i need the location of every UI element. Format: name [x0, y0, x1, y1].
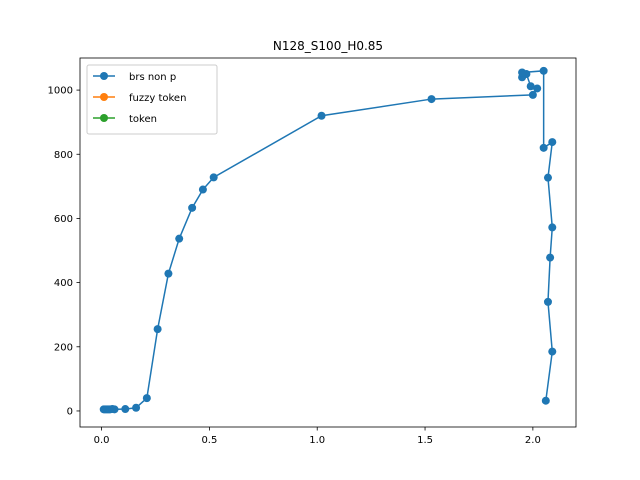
data-point-0-18 — [317, 111, 326, 120]
y-tick-label-0: 0 — [67, 406, 73, 417]
data-point-0-34 — [541, 396, 550, 405]
data-point-0-25 — [518, 68, 527, 77]
data-point-0-32 — [543, 297, 552, 306]
data-point-0-11 — [142, 394, 151, 403]
x-tick-label-0: 0.0 — [94, 435, 110, 446]
y-tick-label-5: 1000 — [48, 86, 73, 97]
data-point-0-29 — [543, 173, 552, 182]
data-point-0-30 — [548, 223, 557, 232]
data-point-0-14 — [175, 234, 184, 243]
y-tick-label-3: 600 — [54, 214, 73, 225]
data-point-0-19 — [427, 95, 436, 104]
data-point-0-16 — [198, 185, 207, 194]
x-tick-label-1: 0.5 — [201, 435, 217, 446]
data-point-0-12 — [153, 325, 162, 334]
legend: brs non p fuzzy token token — [86, 64, 218, 135]
x-tick-label-3: 1.5 — [417, 435, 433, 446]
y-tick-label-4: 800 — [54, 150, 73, 161]
legend-box — [86, 64, 218, 135]
data-point-0-10 — [132, 403, 141, 412]
x-tick-label-2: 1.0 — [309, 435, 325, 446]
axes-layer: 0.0 0.5 1.0 1.5 2.0 0 200 400 600 800 1000 — [48, 57, 577, 446]
series-layer — [99, 66, 557, 414]
legend-label-1: fuzzy token — [129, 93, 186, 104]
y-tick-label-2: 400 — [54, 278, 73, 289]
axes-frame — [79, 57, 577, 428]
data-point-0-28 — [548, 138, 557, 147]
data-point-0-15 — [188, 203, 197, 212]
data-point-0-33 — [548, 347, 557, 356]
data-point-0-9 — [121, 405, 130, 414]
data-point-0-27 — [539, 143, 548, 152]
legend-marker-0 — [100, 72, 108, 80]
data-point-0-22 — [526, 82, 535, 91]
legend-marker-2 — [100, 114, 108, 122]
data-point-0-13 — [164, 269, 173, 278]
data-point-0-20 — [528, 90, 537, 99]
legend-label-0: brs non p — [129, 72, 176, 83]
x-tick-label-4: 2.0 — [525, 435, 541, 446]
legend-marker-1 — [100, 93, 108, 101]
data-point-0-26 — [539, 66, 548, 75]
data-point-0-8 — [110, 405, 119, 414]
legend-label-2: token — [129, 114, 157, 125]
data-point-0-17 — [209, 173, 218, 182]
y-tick-label-1: 200 — [54, 342, 73, 353]
chart-title: N128_S100_H0.85 — [273, 39, 383, 53]
data-point-0-31 — [546, 253, 555, 262]
data-point-0-21 — [533, 84, 542, 93]
